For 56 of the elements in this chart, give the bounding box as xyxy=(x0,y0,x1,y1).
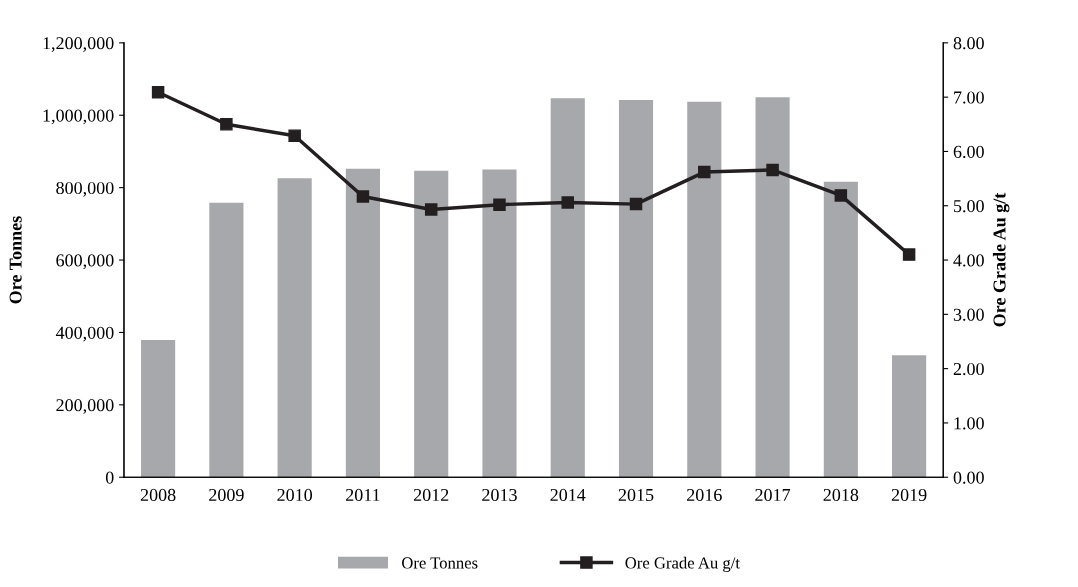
x-tick-label: 2012 xyxy=(413,488,449,502)
point xyxy=(766,163,779,177)
y2-tick-label: 3.00 xyxy=(953,308,984,321)
bar xyxy=(209,202,244,478)
bar xyxy=(823,181,858,478)
x-tick-label: 2015 xyxy=(618,488,654,502)
x-tick-label: 2018 xyxy=(823,488,859,502)
point xyxy=(629,197,643,211)
point xyxy=(493,198,506,211)
x-tick-label: 2008 xyxy=(140,488,176,502)
y-tick-label: 0 xyxy=(105,471,114,484)
y-tick-label: 800,000 xyxy=(56,181,114,197)
x-tick-label: 2017 xyxy=(755,488,791,502)
y2-tick-label: 1.00 xyxy=(954,417,984,430)
y2-tick-label: 6.00 xyxy=(953,145,984,158)
bar xyxy=(755,97,790,478)
y-tick-label: 1,000,000 xyxy=(43,109,114,125)
x-tick-label: 2009 xyxy=(209,488,244,502)
bar xyxy=(277,178,312,478)
bar xyxy=(414,170,449,478)
x-tick-label: 2019 xyxy=(891,488,927,502)
x-tick-label: 2014 xyxy=(550,488,586,502)
y2-axis-title: Ore Grade Au g/t xyxy=(992,192,1010,327)
y-axis-title: Ore Tonnes xyxy=(9,216,22,304)
point xyxy=(151,86,165,99)
legend-label: Ore Grade Au g/t xyxy=(625,556,740,572)
point xyxy=(288,129,301,142)
y-tick-label: 400,000 xyxy=(55,326,114,342)
x-tick-label: 2013 xyxy=(482,488,517,502)
point xyxy=(902,248,916,261)
point xyxy=(220,118,233,131)
bar xyxy=(550,98,585,478)
y2-tick-label: 2.00 xyxy=(953,362,984,376)
x-tick-label: 2010 xyxy=(277,488,313,502)
legend-label: Ore Tonnes xyxy=(402,557,478,569)
x-tick-label: 2016 xyxy=(687,488,722,502)
bar xyxy=(687,101,722,478)
y2-tick-label: 7.00 xyxy=(954,91,984,104)
bar xyxy=(482,169,517,478)
y-tick-label: 600,000 xyxy=(56,254,114,270)
y-tick-label: 1,200,000 xyxy=(43,37,114,52)
point xyxy=(356,190,370,203)
x-tick-label: 2011 xyxy=(346,488,380,502)
point xyxy=(698,165,711,179)
y2-tick-label: 4.00 xyxy=(953,254,984,267)
point xyxy=(834,189,848,202)
bar xyxy=(618,100,654,478)
bar xyxy=(345,168,380,478)
bar xyxy=(141,340,176,478)
bar xyxy=(892,355,927,478)
y2-tick-label: 5.00 xyxy=(954,200,984,213)
y2-tick-label: 8.00 xyxy=(953,37,984,50)
y-tick-label: 200,000 xyxy=(56,399,114,414)
point xyxy=(424,203,438,216)
point xyxy=(561,196,574,209)
y2-tick-label: 0.00 xyxy=(953,471,984,484)
